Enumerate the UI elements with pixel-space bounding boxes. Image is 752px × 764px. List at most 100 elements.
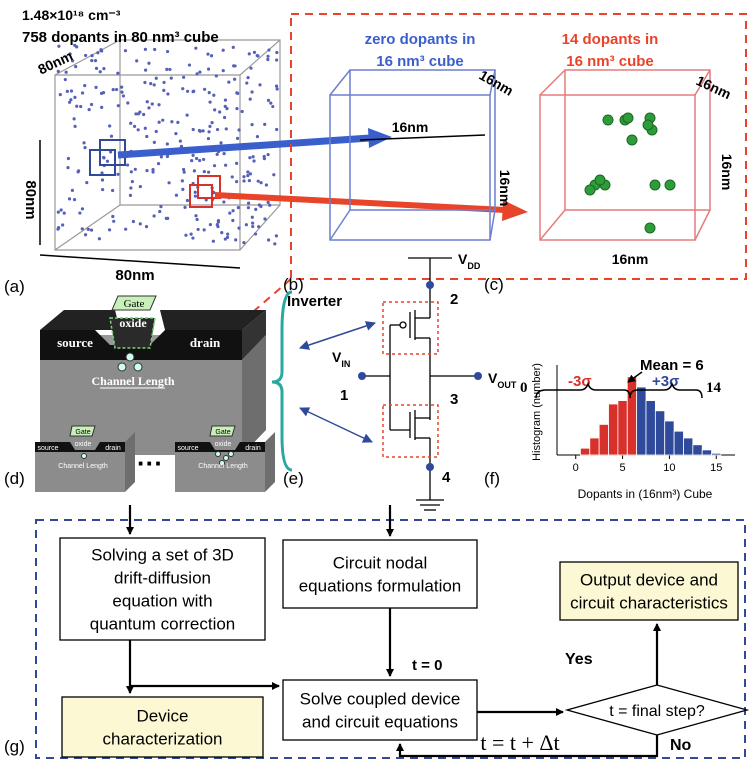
bar bbox=[693, 445, 702, 455]
flow-text: quantum correction bbox=[90, 615, 236, 634]
edge-label: 16nm bbox=[392, 119, 429, 135]
dot bbox=[235, 107, 238, 110]
dot bbox=[241, 110, 244, 113]
dot bbox=[124, 228, 127, 231]
dot bbox=[257, 225, 260, 228]
dot bbox=[90, 54, 93, 57]
dot bbox=[203, 88, 206, 91]
dot bbox=[216, 225, 219, 228]
oxide-label: oxide bbox=[119, 316, 147, 330]
dot bbox=[60, 208, 63, 211]
dot bbox=[124, 49, 127, 52]
dot bbox=[207, 68, 210, 71]
dot bbox=[223, 116, 226, 119]
dot bbox=[247, 202, 250, 205]
dot bbox=[191, 154, 194, 157]
dot bbox=[120, 91, 123, 94]
dot bbox=[263, 123, 266, 126]
dot bbox=[143, 81, 146, 84]
dot bbox=[217, 220, 220, 223]
dot bbox=[207, 130, 210, 133]
dot bbox=[210, 54, 213, 57]
panel-label: (g) bbox=[4, 737, 25, 756]
dot bbox=[151, 168, 154, 171]
dot bbox=[116, 72, 119, 75]
flow-text: and circuit equations bbox=[302, 713, 458, 732]
bar bbox=[637, 387, 646, 455]
dot bbox=[186, 199, 189, 202]
edge-label: 16nm bbox=[719, 154, 735, 191]
dot bbox=[155, 130, 158, 133]
dot bbox=[235, 180, 238, 183]
dot bbox=[227, 81, 230, 84]
dot bbox=[68, 197, 71, 200]
dopant bbox=[585, 185, 595, 195]
dot bbox=[153, 48, 156, 51]
range-label: 14 bbox=[706, 380, 722, 396]
dot bbox=[192, 90, 195, 93]
dot bbox=[75, 105, 78, 108]
dot bbox=[162, 81, 165, 84]
dot bbox=[98, 237, 101, 240]
panel-label: (e) bbox=[283, 469, 304, 488]
range-label: 0 bbox=[520, 380, 528, 396]
flow-box bbox=[283, 540, 477, 608]
dot bbox=[226, 233, 229, 236]
dot bbox=[70, 89, 73, 92]
gate-label: Gate bbox=[75, 429, 90, 436]
dot bbox=[222, 69, 225, 72]
dot bbox=[175, 194, 178, 197]
x-tick-label: 0 bbox=[573, 462, 579, 474]
dot bbox=[256, 135, 259, 138]
dot bbox=[224, 237, 227, 240]
dot bbox=[242, 241, 245, 244]
dot bbox=[90, 229, 93, 232]
dot bbox=[99, 48, 102, 51]
dot bbox=[71, 189, 74, 192]
dot bbox=[198, 159, 201, 162]
dot bbox=[250, 90, 253, 93]
dot bbox=[66, 166, 69, 169]
dot bbox=[248, 156, 251, 159]
dot bbox=[147, 106, 150, 109]
dot bbox=[232, 46, 235, 49]
node-label: 1 bbox=[340, 387, 348, 404]
dot bbox=[242, 179, 245, 182]
dot bbox=[129, 122, 132, 125]
dot bbox=[275, 128, 278, 131]
decision-text: t = final step? bbox=[609, 703, 705, 720]
concentration: 1.48×10¹⁸ cm⁻³ bbox=[22, 7, 121, 23]
dot bbox=[116, 173, 119, 176]
bar bbox=[580, 448, 589, 455]
dot bbox=[120, 86, 123, 89]
dot bbox=[235, 91, 238, 94]
dot bbox=[81, 227, 84, 230]
dot bbox=[184, 234, 187, 237]
arrow bbox=[215, 195, 505, 210]
dot bbox=[68, 101, 71, 104]
flow-text: Solve coupled device bbox=[300, 690, 461, 709]
dot bbox=[237, 128, 240, 131]
dot bbox=[237, 206, 240, 209]
dot bbox=[265, 183, 268, 186]
dopant bbox=[623, 113, 633, 123]
range-label: +3σ bbox=[652, 373, 679, 390]
dot bbox=[249, 67, 252, 70]
dot bbox=[153, 214, 156, 217]
y-axis-label: Histogram (number) bbox=[531, 363, 543, 461]
dot bbox=[228, 211, 231, 214]
dot bbox=[194, 195, 197, 198]
flow-text: Output device and bbox=[580, 571, 718, 590]
dot bbox=[251, 225, 254, 228]
dot bbox=[99, 70, 102, 73]
x-tick-label: 15 bbox=[710, 462, 722, 474]
dot bbox=[257, 180, 260, 183]
cube-title: zero dopants in bbox=[365, 31, 476, 48]
dot bbox=[212, 240, 215, 243]
dot bbox=[213, 164, 216, 167]
dot bbox=[96, 51, 99, 54]
dot bbox=[231, 209, 234, 212]
dot bbox=[223, 152, 226, 155]
bar bbox=[627, 377, 636, 455]
panel-label: (b) bbox=[283, 275, 304, 294]
